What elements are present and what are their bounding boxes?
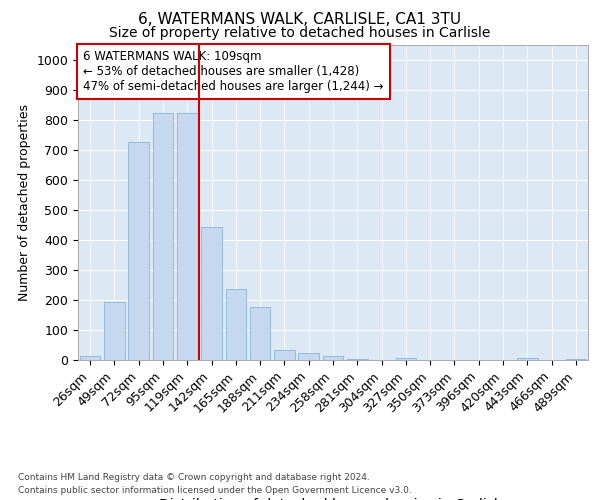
Text: Contains public sector information licensed under the Open Government Licence v3: Contains public sector information licen…: [18, 486, 412, 495]
Bar: [104, 302, 125, 360]
Bar: [250, 306, 271, 360]
Text: 6 WATERMANS WALK: 109sqm
← 53% of detached houses are smaller (1,428)
47% of sem: 6 WATERMANS WALK: 109sqm ← 53% of detach…: [83, 50, 383, 92]
Bar: [128, 142, 149, 360]
Text: 6, WATERMANS WALK, CARLISLE, CA1 3TU: 6, WATERMANS WALK, CARLISLE, CA1 3TU: [139, 12, 461, 28]
Text: Size of property relative to detached houses in Carlisle: Size of property relative to detached ho…: [109, 26, 491, 40]
X-axis label: Distribution of detached houses by size in Carlisle: Distribution of detached houses by size …: [160, 498, 506, 500]
Bar: [80, 356, 100, 360]
Bar: [177, 112, 197, 360]
Bar: [201, 227, 222, 360]
Bar: [226, 288, 246, 360]
Bar: [517, 358, 538, 360]
Text: Contains HM Land Registry data © Crown copyright and database right 2024.: Contains HM Land Registry data © Crown c…: [18, 472, 370, 482]
Y-axis label: Number of detached properties: Number of detached properties: [18, 104, 31, 301]
Bar: [152, 112, 173, 360]
Bar: [274, 350, 295, 360]
Bar: [395, 358, 416, 360]
Bar: [347, 358, 368, 360]
Bar: [298, 354, 319, 360]
Bar: [566, 358, 586, 360]
Bar: [323, 356, 343, 360]
